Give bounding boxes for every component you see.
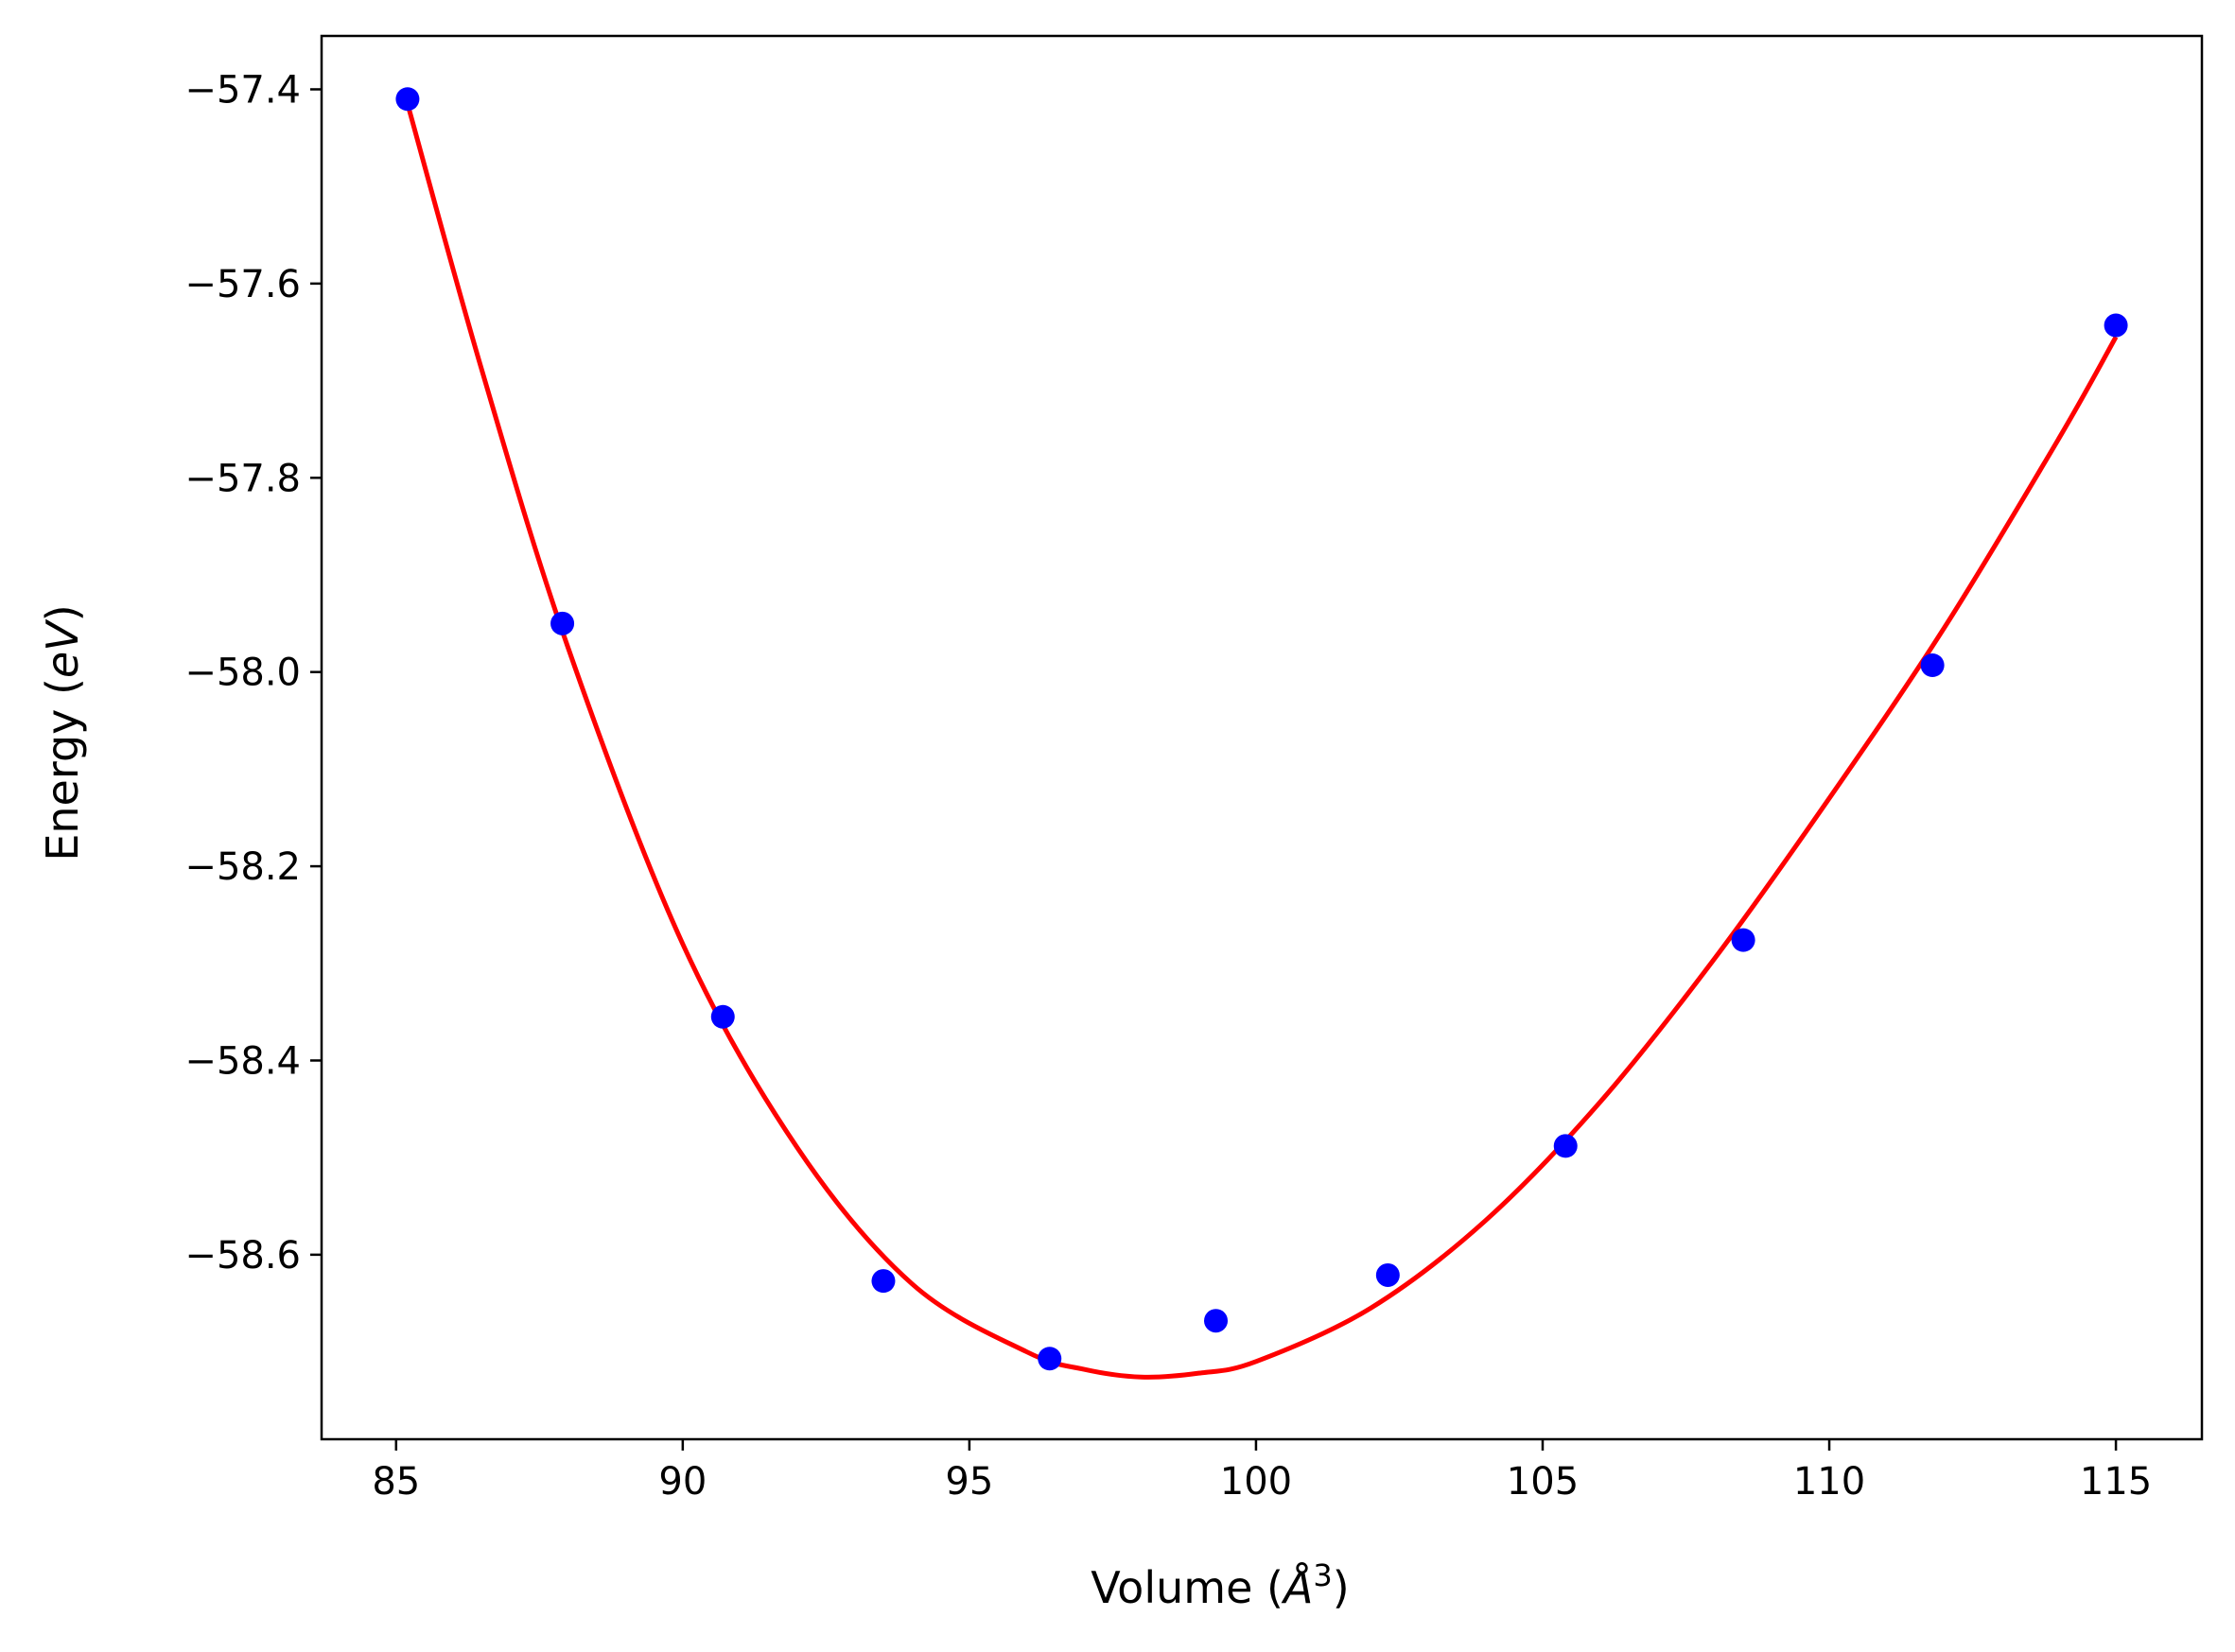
data-point	[1375, 1262, 1400, 1287]
x-axis-ticks: 85 90 95 100 105 110 115	[372, 1439, 2152, 1504]
y-axis-label-suffix: )	[37, 604, 88, 621]
x-tick-label: 110	[1793, 1460, 1865, 1504]
x-tick-label: 115	[2080, 1460, 2152, 1504]
x-axis-label: Volume (Å3)	[1091, 1557, 1349, 1613]
y-tick-label: −58.2	[184, 845, 301, 889]
data-point	[1204, 1309, 1229, 1333]
x-axis-label-unit: Å	[1281, 1562, 1313, 1613]
data-point	[710, 1004, 735, 1029]
x-tick-label: 95	[945, 1460, 993, 1504]
fit-curve	[405, 103, 2119, 1380]
data-point	[1553, 1134, 1578, 1158]
y-tick-label: −57.4	[184, 68, 301, 112]
x-axis-label-superscript: 3	[1313, 1557, 1332, 1593]
data-point	[2104, 313, 2128, 338]
x-axis-label-prefix: Volume (	[1091, 1562, 1283, 1613]
x-tick-label: 85	[372, 1460, 420, 1504]
x-tick-label: 100	[1220, 1460, 1292, 1504]
y-axis-label-prefix: Energy (	[37, 678, 88, 861]
x-tick-label: 90	[658, 1460, 707, 1504]
x-tick-label: 105	[1507, 1460, 1579, 1504]
x-axis-label-suffix: )	[1333, 1562, 1350, 1613]
data-point	[1038, 1347, 1062, 1371]
y-tick-label: −58.4	[184, 1039, 301, 1083]
y-tick-label: −58.0	[184, 652, 301, 695]
data-point	[871, 1269, 896, 1294]
y-axis-label-unit: eV	[37, 618, 88, 678]
y-tick-label: −57.6	[184, 263, 301, 306]
y-axis-label: Energy (eV)	[37, 604, 88, 861]
data-point	[395, 87, 420, 112]
y-axis-ticks: −57.4 −57.6 −57.8 −58.0 −58.2 −58.4 −58.6	[184, 68, 322, 1278]
data-point	[1731, 928, 1755, 952]
y-tick-label: −58.6	[184, 1234, 301, 1278]
axes-frame	[320, 34, 2204, 1441]
plot-area	[395, 87, 2128, 1380]
data-point	[1920, 652, 1945, 677]
data-point	[550, 611, 575, 635]
y-tick-label: −57.8	[184, 457, 301, 500]
